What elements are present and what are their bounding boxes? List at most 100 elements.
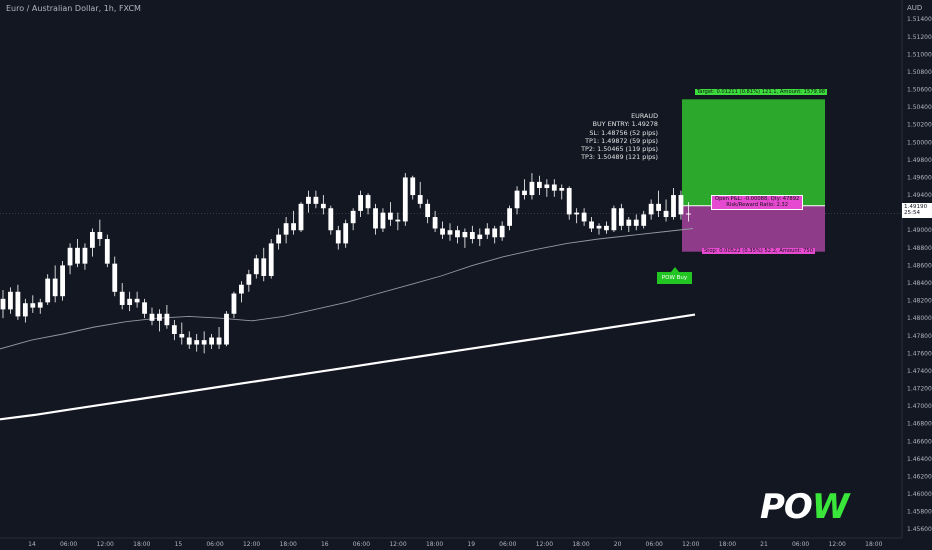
price-tick-label: 1.51200 [907,34,932,41]
candle-body [276,234,282,244]
price-tick-label: 1.46200 [907,473,932,480]
candle-body [641,214,647,226]
price-tick-label: 1.45600 [907,526,932,533]
price-tick-label: 1.48800 [907,245,932,252]
price-tick-label: 1.47800 [907,333,932,340]
pow-buy-signal: POW Buy [657,267,692,284]
candle-body [484,228,490,235]
candle-body [671,195,676,218]
logo-accent: W [811,487,850,527]
candle-body [611,208,617,231]
candle-body [604,225,609,231]
candle-body [268,243,274,276]
candle-body [67,247,73,266]
candle-body [52,278,58,297]
candle-body [499,225,505,238]
price-tick-label: 1.45800 [907,509,932,516]
candle-body [581,212,587,222]
time-tick-label: 18:00 [426,541,443,548]
time-tick-label: 06:00 [206,541,223,548]
candle-body [365,195,371,209]
candle-body [320,203,326,209]
candle-body [447,230,453,235]
current-price: 1.49190 [904,204,928,210]
stop-label: Stop: 0.00522 (0.35%) 52.2, Amount: 750 [702,248,815,254]
candle-body [127,298,133,305]
candle-body [633,219,639,226]
candle-body [425,203,431,218]
time-tick-label: 12:00 [682,541,699,548]
candle-body [402,177,408,222]
candle-body [343,223,349,244]
trade-info-line: EURAUD [631,112,658,120]
candle-body [514,190,520,209]
candle-body [328,208,334,231]
price-tick-label: 1.51400 [907,16,932,23]
candle-body [395,219,401,222]
logo-text: PO [760,487,813,527]
trade-info-line: TP1: 1.49872 (59 pips) [585,136,658,145]
price-tick-label: 1.46000 [907,491,932,498]
price-tick-label: 1.50800 [907,69,932,76]
price-tick-label: 1.47000 [907,403,932,410]
moving-averages [0,228,696,421]
candle-body [45,278,51,303]
time-tick-label: 19 [467,541,475,548]
price-tick-label: 1.47200 [907,386,932,393]
candle-body [90,231,95,248]
candle-body [261,258,267,276]
candle-body [656,203,661,211]
price-tick-label: 1.50200 [907,122,932,129]
ma-fast-line [0,228,694,350]
price-tick-label: 1.49000 [907,227,932,234]
time-axis[interactable]: 14 06:00 12:00 18:00 15 06:00 12:00 18:00 16 06:0… [28,541,882,548]
time-tick-label: 14 [28,541,36,548]
candle-body [551,184,557,191]
candle-body [22,303,28,317]
candle-body [574,212,580,215]
price-tick-label: 1.50400 [907,104,932,111]
candle-body [239,284,244,294]
price-tick-label: 1.48000 [907,315,932,322]
price-tick-label: 1.46600 [907,438,932,445]
candle-body [410,177,416,196]
loss-zone [682,205,825,252]
candle-body [462,231,468,238]
candle-body [186,337,192,345]
candle-body [507,208,512,226]
long-position-tool[interactable] [682,99,825,252]
candle-body [283,223,289,235]
trade-info-line: TP2: 1.50465 (119 pips) [581,145,658,154]
time-tick-label: 16 [321,541,329,548]
candle-body [246,274,252,285]
price-axis[interactable]: 1.51400 1.51200 1.51000 1.50800 1.50600 1.504… [907,16,932,533]
candle-body [388,212,393,220]
time-tick-label: 12:00 [389,541,406,548]
price-tick-label: 1.50600 [907,87,932,94]
candle-body [492,228,498,238]
price-tick-label: 1.50000 [907,139,932,146]
trade-info-line: SL: 1.48756 (52 pips) [589,128,658,137]
profit-zone [682,99,825,206]
candle-body [119,291,125,305]
candle-body [313,196,319,204]
candle-body [440,228,445,235]
candle-body [194,340,200,345]
trade-info-panel: EURAUD BUY ENTRY: 1.49278 SL: 1.48756 (52 … [581,112,658,162]
candle-body [142,302,147,314]
candle-body [477,234,483,240]
candle-body [15,291,21,317]
candle-body [97,231,103,240]
current-price-tag: 1.49190 25:54 [902,203,932,218]
candle-body [112,263,118,292]
candle-body [75,247,80,264]
time-tick-label: 18:00 [572,541,589,548]
candle-body [0,298,6,310]
candle-body [618,208,624,226]
price-tick-label: 1.46400 [907,456,932,463]
price-tick-label: 1.47400 [907,368,932,375]
candle-body [134,298,140,303]
target-label: Target: 0.01211 (0.81%) 121.1, Amount: 1… [695,89,828,95]
candle-body [60,265,65,297]
